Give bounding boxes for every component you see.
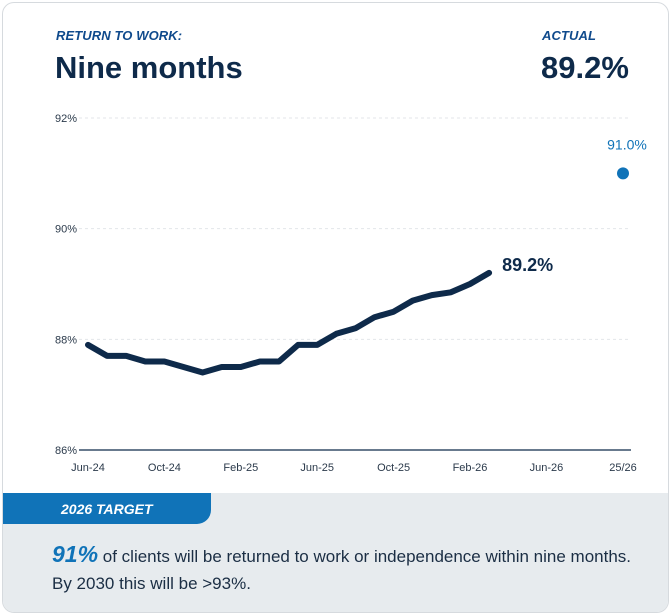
x-tick-label: Feb-25 [223, 462, 258, 474]
target-point [617, 167, 629, 180]
target-text: of clients will be returned to work or i… [52, 547, 632, 593]
line-chart: 86% 88% 90% 92% Jun-24 Oct-24 Feb-25 Jun-25 Oct-… [55, 113, 647, 474]
x-tick-label: Jun-24 [71, 462, 105, 474]
x-tick-label: 25/26 [609, 462, 637, 474]
target-highlight: 91% [52, 541, 99, 567]
x-tick-label: Oct-25 [377, 462, 410, 474]
metric-label: RETURN TO WORK: [56, 28, 183, 43]
target-description: 91% of clients will be returned to work … [52, 541, 642, 597]
y-tick-label: 92% [55, 113, 77, 125]
y-tick-label: 86% [55, 445, 77, 457]
target-tab-label: 2026 TARGET [61, 501, 153, 517]
series-line [85, 269, 493, 376]
y-tick-label: 88% [55, 334, 77, 346]
actual-value: 89.2% [541, 50, 629, 85]
target-point-label: 91.0% [607, 136, 647, 152]
x-tick-label: Jun-25 [300, 462, 334, 474]
series-end-label: 89.2% [502, 255, 553, 275]
x-tick-label: Jun-26 [530, 462, 564, 474]
x-tick-label: Oct-24 [148, 462, 181, 474]
y-tick-label: 90% [55, 224, 77, 236]
x-tick-label: Feb-26 [453, 462, 488, 474]
target-footer: 2026 TARGET 91% of clients will be retur… [3, 493, 668, 612]
metric-title: Nine months [55, 50, 243, 85]
actual-label: ACTUAL [542, 28, 597, 43]
target-tab: 2026 TARGET [3, 493, 211, 524]
